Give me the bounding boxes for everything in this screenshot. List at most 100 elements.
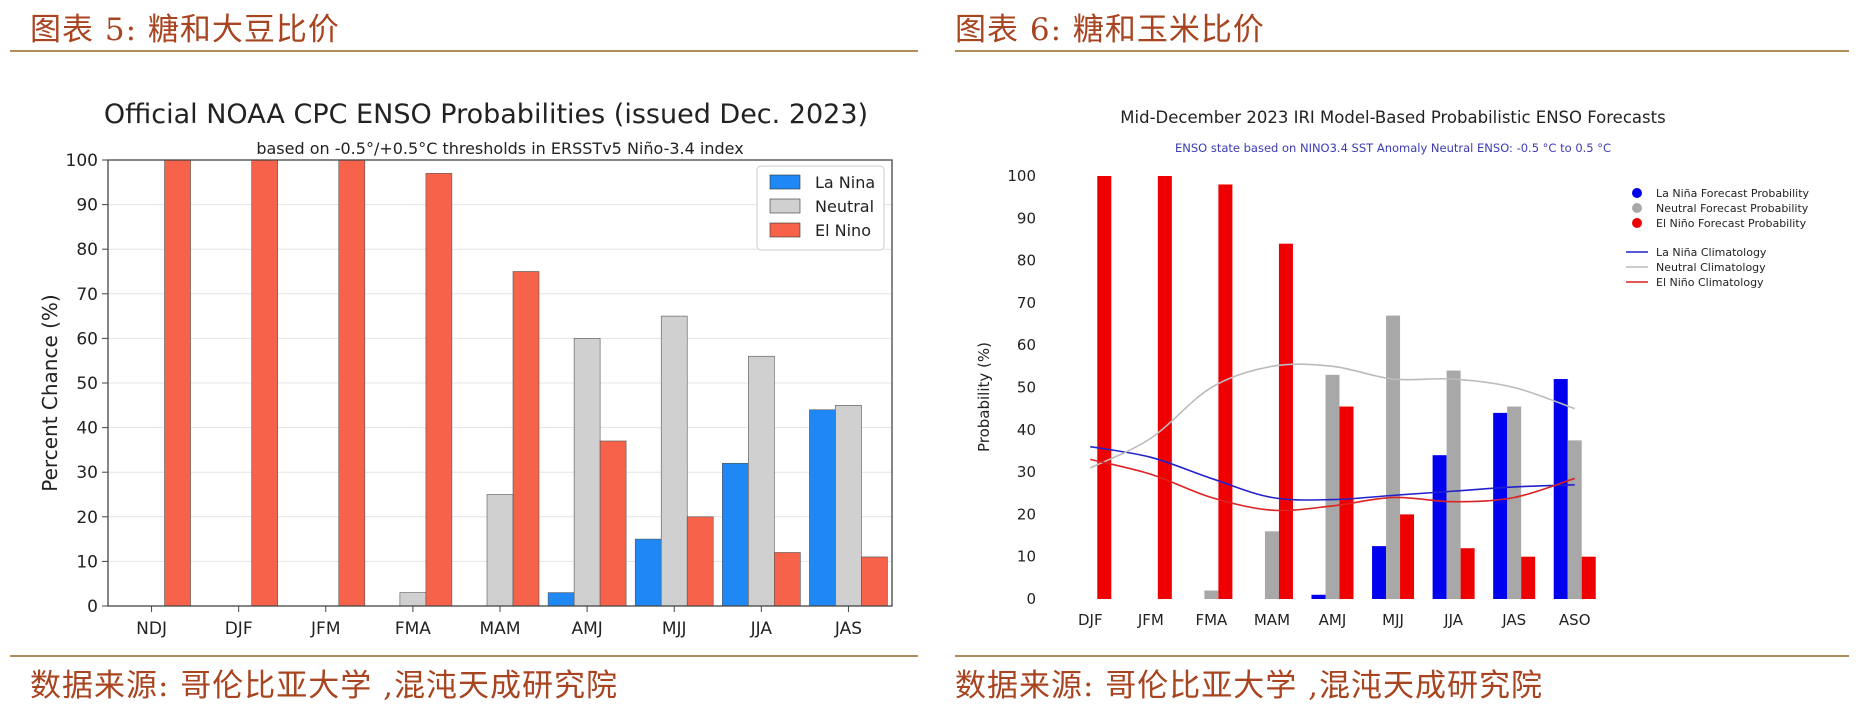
source-rule-right xyxy=(955,655,1849,657)
cpc-bar-neutral-amj xyxy=(573,338,601,607)
iri-bar-el-nino-forecast-probability-jfm xyxy=(1157,176,1172,599)
cpc-legend: La Nina Neutral El Nino xyxy=(756,165,885,251)
iri-line-neutral-climatology xyxy=(1089,363,1575,469)
figure-title-right: 图表 6: 糖和玉米比价 xyxy=(955,12,1265,48)
cpc-y-ticks: 0 10 20 30 40 50 60 70 80 90 100 xyxy=(66,151,108,617)
cpc-y-tick-label: 50 xyxy=(76,374,98,394)
iri-x-tick-label: MJJ xyxy=(1382,611,1404,629)
iri-bar-neutral-forecast-probability-mjj xyxy=(1386,315,1401,599)
iri-y-tick-label: 10 xyxy=(1017,548,1036,566)
source-note-left: 数据来源: 哥伦比亚大学 ,混沌天成研究院 xyxy=(30,668,619,704)
iri-y-tick-label: 40 xyxy=(1017,421,1036,439)
iri-y-ticks: 0 10 20 30 40 50 60 70 80 90 100 xyxy=(1007,167,1036,608)
iri-bar-el-nino-forecast-probability-fma xyxy=(1218,184,1233,599)
cpc-y-tick-label: 60 xyxy=(76,329,98,349)
iri-x-tick-label: ASO xyxy=(1559,611,1591,629)
cpc-x-tick-label: JAS xyxy=(834,619,862,639)
iri-legend-marker-el-nino xyxy=(1632,218,1642,228)
cpc-bar-neutral-jas xyxy=(835,404,862,607)
iri-x-tick-label: MAM xyxy=(1254,611,1290,629)
iri-legend-label-clim-neutral: Neutral Climatology xyxy=(1656,261,1766,274)
cpc-bar-el-nino-amj xyxy=(599,440,627,607)
iri-chart-title: Mid-December 2023 IRI Model-Based Probab… xyxy=(1120,108,1665,127)
cpc-bar-el-nino-djf xyxy=(251,159,278,607)
iri-bar-el-nino-forecast-probability-jja xyxy=(1460,548,1475,599)
iri-enso-chart: Mid-December 2023 IRI Model-Based Probab… xyxy=(975,108,1810,629)
cpc-chart-subtitle: based on -0.5°/+0.5°C thresholds in ERSS… xyxy=(256,139,743,158)
iri-x-tick-label: JFM xyxy=(1137,611,1164,629)
iri-y-axis-label: Probability (%) xyxy=(975,342,993,452)
iri-bar-el-nino-forecast-probability-jas xyxy=(1521,556,1536,599)
cpc-bar-el-nino-jas xyxy=(861,556,888,607)
cpc-x-tick-label: JJA xyxy=(750,619,773,639)
cpc-bar-la-nina-amj xyxy=(547,592,575,607)
iri-bar-neutral-forecast-probability-fma xyxy=(1204,590,1219,599)
cpc-y-tick-label: 80 xyxy=(76,240,98,260)
iri-chart-subtitle: ENSO state based on NINO3.4 SST Anomaly … xyxy=(1175,141,1611,155)
figure-title-left: 图表 5: 糖和大豆比价 xyxy=(30,12,340,48)
cpc-bar-el-nino-ndj xyxy=(164,159,191,607)
cpc-legend-swatch-el-nino xyxy=(769,222,801,238)
cpc-y-tick-label: 70 xyxy=(76,285,98,305)
iri-y-tick-label: 90 xyxy=(1017,209,1036,227)
iri-bar-el-nino-forecast-probability-djf xyxy=(1097,176,1112,599)
cpc-y-tick-label: 20 xyxy=(76,508,98,528)
iri-bar-la-nina-forecast-probability-jas xyxy=(1493,412,1508,599)
cpc-y-tick-label: 40 xyxy=(76,419,98,439)
iri-x-tick-label: DJF xyxy=(1078,611,1103,629)
cpc-bar-la-nina-mjj xyxy=(634,538,662,607)
cpc-legend-swatch-neutral xyxy=(769,198,801,214)
iri-bar-la-nina-forecast-probability-amj xyxy=(1311,594,1326,599)
iri-bar-el-nino-forecast-probability-mam xyxy=(1278,243,1293,599)
iri-y-tick-label: 30 xyxy=(1017,463,1036,481)
iri-y-tick-label: 100 xyxy=(1007,167,1036,185)
cpc-x-tick-label: JFM xyxy=(310,619,340,639)
iri-bar-neutral-forecast-probability-jja xyxy=(1446,370,1461,599)
iri-bar-la-nina-forecast-probability-aso xyxy=(1553,379,1568,599)
cpc-bar-neutral-mam xyxy=(486,494,514,607)
cpc-bar-el-nino-fma xyxy=(425,173,453,607)
iri-y-tick-label: 20 xyxy=(1017,505,1036,523)
source-rule-left xyxy=(10,655,918,657)
cpc-bar-neutral-fma xyxy=(399,592,427,607)
iri-x-tick-label: JAS xyxy=(1501,611,1526,629)
cpc-enso-chart: Official NOAA CPC ENSO Probabilities (is… xyxy=(38,99,893,639)
iri-bar-el-nino-forecast-probability-mjj xyxy=(1400,514,1415,599)
cpc-y-axis-label: Percent Chance (%) xyxy=(38,294,62,491)
iri-bar-neutral-forecast-probability-mam xyxy=(1264,531,1279,599)
iri-x-ticks: DJF JFM FMA MAM AMJ MJJ JJA JAS ASO xyxy=(1078,611,1591,629)
iri-climatology-lines xyxy=(1089,363,1575,512)
iri-legend-label-la-nina: La Niña Forecast Probability xyxy=(1656,187,1810,200)
iri-legend-marker-neutral xyxy=(1632,203,1642,213)
cpc-x-tick-label: NDJ xyxy=(136,619,167,639)
cpc-legend-label-la-nina: La Nina xyxy=(815,173,875,192)
iri-x-tick-label: AMJ xyxy=(1319,611,1347,629)
cpc-legend-swatch-la-nina xyxy=(769,174,801,190)
title-rule-left xyxy=(10,50,918,52)
cpc-y-tick-label: 10 xyxy=(76,552,98,572)
iri-x-tick-label: JJA xyxy=(1443,611,1464,629)
iri-line-el-nino-climatology xyxy=(1090,458,1575,512)
cpc-plot-frame xyxy=(107,159,893,607)
cpc-bar-la-nina-jas xyxy=(809,409,836,607)
cpc-y-tick-label: 0 xyxy=(87,597,98,617)
iri-y-tick-label: 0 xyxy=(1026,590,1036,608)
iri-bar-el-nino-forecast-probability-amj xyxy=(1339,406,1354,599)
cpc-legend-label-neutral: Neutral xyxy=(815,197,874,216)
cpc-x-ticks: NDJ DJF JFM FMA MAM AMJ MJJ JJA JAS xyxy=(136,606,862,639)
iri-legend: La Niña Forecast Probability Neutral For… xyxy=(1626,187,1810,289)
iri-y-tick-label: 60 xyxy=(1017,336,1036,354)
iri-bar-la-nina-forecast-probability-jja xyxy=(1432,455,1447,599)
cpc-bar-el-nino-mam xyxy=(512,271,540,607)
source-note-right: 数据来源: 哥伦比亚大学 ,混沌天成研究院 xyxy=(955,668,1544,704)
cpc-chart-title: Official NOAA CPC ENSO Probabilities (is… xyxy=(104,99,868,130)
iri-y-tick-label: 70 xyxy=(1017,294,1036,312)
iri-legend-label-neutral: Neutral Forecast Probability xyxy=(1656,202,1809,215)
iri-bar-neutral-forecast-probability-jas xyxy=(1507,406,1522,599)
cpc-x-tick-label: FMA xyxy=(395,619,431,639)
iri-bar-neutral-forecast-probability-aso xyxy=(1567,440,1582,599)
cpc-bar-el-nino-jja xyxy=(774,552,801,607)
iri-legend-label-clim-el-nino: El Niño Climatology xyxy=(1656,276,1764,289)
cpc-bar-el-nino-jfm xyxy=(338,159,366,607)
